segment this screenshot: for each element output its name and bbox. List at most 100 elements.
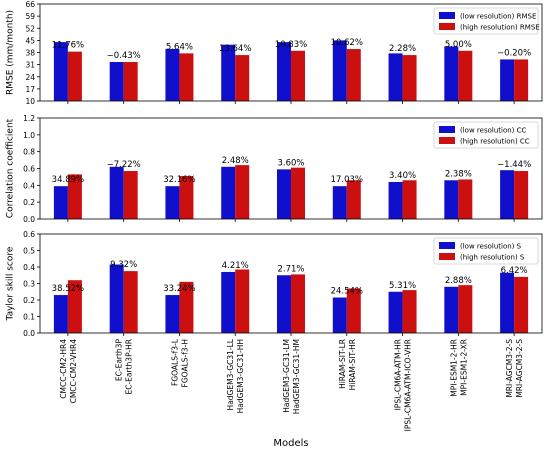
legend-swatch <box>439 137 455 144</box>
bar-high-1 <box>67 174 82 219</box>
bar-high-7 <box>402 55 417 101</box>
y-tick-label: 1.2 <box>23 114 35 123</box>
x-tick-label: MRI-AGCM3-2-S <box>505 339 514 398</box>
annotation: 3.40% <box>389 171 416 181</box>
y-tick-label: 38 <box>25 49 35 58</box>
bar-high-6 <box>346 49 361 101</box>
bar-high-4 <box>235 269 250 333</box>
bar-low-2 <box>109 166 124 219</box>
y-axis-label: Taylor skill score <box>6 246 16 321</box>
y-tick-label: 45 <box>25 36 35 45</box>
x-tick-label: MPI-ESM1-2-HR <box>449 339 458 397</box>
bar-high-8 <box>458 179 473 219</box>
y-tick-label: 0.2 <box>23 198 35 207</box>
bar-high-1 <box>67 280 82 333</box>
x-tick-label: HiRAM-SIT-HR <box>348 339 357 390</box>
bar-low-1 <box>53 186 68 219</box>
legend-label: (high resolution) RMSE <box>460 24 540 32</box>
bar-low-6 <box>332 186 347 219</box>
bar-high-4 <box>235 55 250 101</box>
legend-swatch <box>439 253 455 260</box>
y-tick-label: 66 <box>25 0 35 9</box>
bar-low-8 <box>444 46 459 101</box>
y-axis-label: RMSE (mm/month) <box>6 10 16 95</box>
bar-high-9 <box>514 276 529 333</box>
legend-label: (low resolution) RMSE <box>460 13 536 21</box>
annotation: 2.71% <box>277 264 304 274</box>
bar-low-6 <box>332 297 347 333</box>
legend-swatch <box>439 242 455 249</box>
annotation: 5.31% <box>389 281 416 291</box>
bar-high-9 <box>514 171 529 219</box>
bar-high-5 <box>291 274 305 333</box>
annotation: 9.32% <box>110 260 137 270</box>
x-tick-label: HadGEM3-GC31-LL <box>226 338 235 410</box>
y-tick-label: 0.2 <box>23 296 35 305</box>
annotation: 34.89% <box>52 175 84 185</box>
annotation: 5.64% <box>166 42 193 52</box>
panel-3: 38.52% 9.32% 33.24% 4.21% 2.71% 24.54% 5.31% 2.… <box>6 230 543 338</box>
bar-low-7 <box>388 181 403 219</box>
annotation: 2.38% <box>445 169 472 179</box>
bar-low-2 <box>109 264 124 333</box>
bar-low-4 <box>221 166 236 219</box>
annotation: 2.28% <box>389 44 416 54</box>
legend-swatch <box>439 126 455 133</box>
legend: (low resolution) S (high resolution) S <box>433 237 539 265</box>
bar-low-3 <box>165 295 180 333</box>
annotation: 2.88% <box>445 276 472 286</box>
y-tick-label: 0.0 <box>23 215 35 224</box>
bar-high-3 <box>179 281 194 333</box>
x-tick-label: MPI-ESM1-2-XR <box>459 339 468 396</box>
legend-box <box>433 121 539 149</box>
y-tick-label: 52 <box>25 24 35 33</box>
annotation: 38.52% <box>52 284 84 294</box>
bar-low-8 <box>444 286 459 333</box>
y-tick-label: 0.4 <box>23 181 35 190</box>
bar-low-5 <box>277 275 291 333</box>
bar-low-7 <box>388 53 403 101</box>
y-tick-label: 1.0 <box>23 131 35 140</box>
bar-high-6 <box>346 180 361 219</box>
annotation: 5.00% <box>445 40 472 50</box>
bar-high-8 <box>458 50 473 101</box>
bar-low-9 <box>500 272 515 333</box>
bar-low-8 <box>444 180 459 219</box>
x-axis-label: Models <box>273 438 308 449</box>
bar-low-5 <box>277 169 291 219</box>
bar-low-3 <box>165 186 180 219</box>
bar-high-1 <box>67 51 82 101</box>
bar-high-2 <box>123 62 138 101</box>
legend: (low resolution) CC (high resolution) CC <box>433 121 539 149</box>
annotation: 2.48% <box>222 156 249 166</box>
annotation: 10.83% <box>275 40 307 50</box>
x-tick-label: EC-Earth3P-HR <box>125 339 134 394</box>
annotation: −1.44% <box>497 160 531 170</box>
y-tick-label: 0.1 <box>23 313 35 322</box>
x-tick-label: HiRAM-SIT-LR <box>338 339 347 389</box>
bar-high-8 <box>458 285 473 333</box>
annotation: 4.21% <box>222 261 249 271</box>
legend-box <box>433 7 539 35</box>
y-tick-label: 0.8 <box>23 148 35 157</box>
annotation: 6.42% <box>501 266 528 276</box>
x-tick-label: MRI-AGCM3-2-S <box>515 339 524 398</box>
y-tick-label: 24 <box>25 73 35 82</box>
bar-high-2 <box>123 271 138 334</box>
x-tick-label: HadGEM3-GC31-LM <box>282 339 291 413</box>
legend-label: (high resolution) CC <box>460 138 530 146</box>
x-tick-label: CMCC-CM2-VHR4 <box>69 339 78 404</box>
bar-high-3 <box>179 53 194 101</box>
bar-low-9 <box>500 59 515 101</box>
bar-low-5 <box>277 42 291 101</box>
x-tick-label: FGOALS-f3-H <box>180 339 189 387</box>
bar-high-9 <box>514 59 529 101</box>
bar-high-4 <box>235 165 250 219</box>
legend-box <box>433 237 539 265</box>
legend-swatch <box>439 23 455 30</box>
legend-swatch <box>439 12 455 19</box>
x-tick-label: EC-Earth3P <box>115 339 124 382</box>
y-tick-label: 0.5 <box>23 247 35 256</box>
bar-low-7 <box>388 291 403 333</box>
